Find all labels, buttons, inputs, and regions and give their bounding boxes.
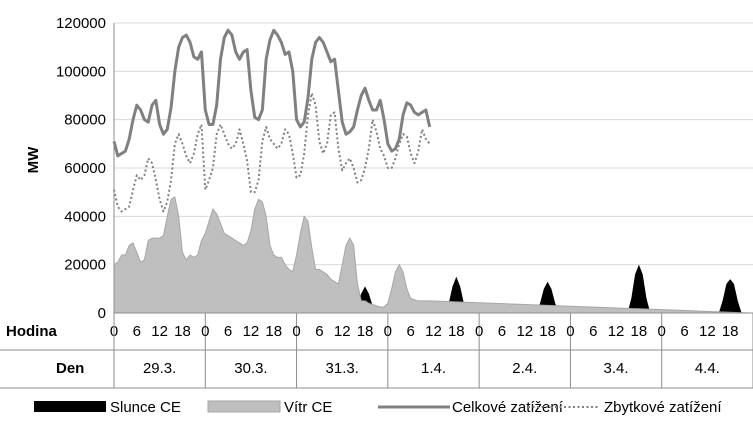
series-1-area [113,196,750,314]
hour-tick-label: 0 [566,323,574,340]
legend-label-2: Celkové zatížení [452,399,564,416]
day-label: 31.3. [326,360,359,377]
day-label: 3.4. [604,360,629,377]
day-label: 30.3. [234,360,267,377]
day-label: 1.4. [421,360,446,377]
hour-tick-label: 6 [224,323,232,340]
axes [113,23,753,314]
legend-label-1: Vítr CE [284,399,332,416]
hour-row-label: Hodina [6,323,57,340]
y-tick-label: 0 [98,305,106,322]
hour-tick-label: 12 [334,323,351,340]
hour-tick-label: 18 [631,323,648,340]
y-tick-label: 120000 [56,15,106,32]
hour-tick-label: 6 [589,323,597,340]
legend: Slunce CE Vítr CE Celkové zatížení Zbytkové… [34,399,722,416]
legend-label-3: Zbytkové zatížení [604,399,722,416]
hour-tick-label: 18 [265,323,282,340]
y-tick-labels: 0 20000 40000 60000 80000 100000 120000 [56,15,106,322]
day-row-label: Den [56,360,84,377]
y-tick-label: 80000 [64,112,106,129]
hour-tick-label: 0 [658,323,666,340]
hour-tick-label: 0 [201,323,209,340]
hour-tick-label: 0 [475,323,483,340]
series-2-line [112,28,432,158]
hour-tick-label: 12 [699,323,716,340]
legend-swatch-1 [207,400,281,413]
legend-label-0: Slunce CE [110,399,181,416]
hour-tick-label: 0 [292,323,300,340]
day-label: 4.4. [695,360,720,377]
hour-tick-label: 18 [539,323,556,340]
legend-swatch-0 [34,401,106,412]
y-tick-label: 60000 [64,160,106,177]
hour-tick-label: 12 [516,323,533,340]
hour-tick-label: 12 [425,323,442,340]
hour-tick-label: 6 [498,323,506,340]
y-tick-label: 40000 [64,208,106,225]
line-series [112,28,432,213]
series-3-line [113,92,431,213]
hour-tick-label: 12 [243,323,260,340]
hour-tick-label: 6 [133,323,141,340]
day-label: 2.4. [512,360,537,377]
hour-tick-label: 6 [680,323,688,340]
day-label: 29.3. [143,360,176,377]
hour-tick-label: 18 [448,323,465,340]
hour-tick-label: 6 [407,323,415,340]
hour-tick-label: 18 [174,323,191,340]
area-series [113,196,750,314]
hour-tick-label: 12 [151,323,168,340]
hour-tick-label: 6 [315,323,323,340]
hour-tick-label: 18 [722,323,739,340]
y-axis-title: MW [25,146,42,173]
hour-tick-label: 0 [384,323,392,340]
hour-tick-label: 12 [608,323,625,340]
y-tick-label: 20000 [64,257,106,274]
hour-tick-label: 18 [357,323,374,340]
y-tick-label: 100000 [56,63,106,80]
